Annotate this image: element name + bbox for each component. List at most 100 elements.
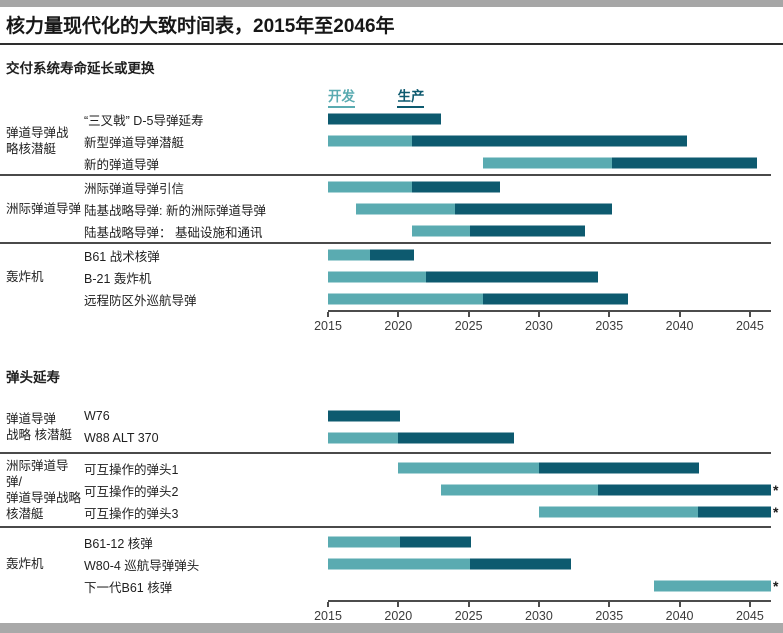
section-heading-warheads: 弹头延寿 [6,370,60,385]
timeline-row: 下一代B61 核弹 * [84,575,778,597]
axis-tick [467,602,470,607]
axis-tick [327,602,329,607]
axis-tick [678,602,681,607]
row-plot [328,220,771,242]
axis-row: 2015 2020 2025 2030 2035 2040 2045 [0,310,771,338]
development-bar [398,462,539,474]
axis-tick-label: 2020 [384,609,413,623]
development-bar [328,293,483,305]
row-label: 新型弹道导弹潜艇 [84,135,185,150]
axis-tick [397,602,400,607]
production-bar [598,484,771,496]
timeline-row: 可互操作的弹头2 * [84,479,778,501]
chart-delivery-systems: 交付系统寿命延长或更换 开发 生产 弹道导弹战 略核潜艇 “三叉戟” D-5导弹延… [0,57,783,338]
group-label: 洲际弹道导弹/ 弹道导弹战略 核潜艇 [6,458,82,522]
development-bar [440,484,598,496]
axis-tick-label: 2015 [314,319,342,333]
row-plot [328,266,771,288]
production-bar [412,135,687,147]
timeline-group: 洲际弹道导弹 洲际弹道导弹引信陆基战略导弹: 新的洲际弹道导弹 陆基战略导弹： 基础… [0,174,771,242]
legend-development-label: 开发 [328,85,355,108]
axis-tick [608,602,611,607]
axis-tick-label: 2030 [525,609,553,623]
development-bar [328,181,413,193]
row-label: 洲际弹道导弹引信 [84,181,185,196]
axis-tick [397,312,400,317]
timeline-row: W88 ALT 370 [84,427,771,449]
chart-warhead-extension: 弹头延寿 弹道导弹 战略 核潜艇 W76 W88 ALT 370 洲际弹道导弹/ 弹道… [0,366,783,628]
group-rows: 洲际弹道导弹引信陆基战略导弹: 新的洲际弹道导弹 陆基战略导弹： 基础设施和通讯 [84,176,771,242]
development-bar [356,203,455,215]
row-label: 陆基战略导弹： 基础设施和通讯 [84,225,263,240]
row-label: 远程防区外巡航导弹 [84,293,197,308]
production-bar [470,225,586,237]
production-bar [426,271,598,283]
axis-tick [678,312,681,317]
row-plot [328,176,771,198]
development-bar [328,271,427,283]
production-bar [412,181,500,193]
row-label: 陆基战略导弹: 新的洲际弹道导弹 [84,203,266,218]
row-label: W76 [84,409,110,423]
production-bar [697,506,771,518]
axis-tick-label: 2045 [735,319,764,333]
production-bar [328,410,400,422]
row-label: “三叉戟” D-5导弹延寿 [84,113,204,128]
timeline-row: 可互操作的弹头1 [84,457,771,479]
timeline-row: 陆基战略导弹： 基础设施和通讯 [84,220,771,242]
axis-tick [537,602,540,607]
row-plot: * [328,501,778,523]
row-plot [328,152,771,174]
axis-tick-label: 2035 [595,319,624,333]
timeline-row: 洲际弹道导弹引信 [84,176,771,198]
group-rows: 可互操作的弹头1 可互操作的弹头2 * 可互操作的弹头3 * [84,457,778,523]
title-rule [0,43,783,45]
row-plot [328,108,771,130]
timeline-row: W80-4 巡航导弹弹头 [84,553,771,575]
x-axis: 2015 2020 2025 2030 2035 2040 2045 [314,600,771,628]
timeline-row: B61-12 核弹 [84,531,771,553]
row-label: W80-4 巡航导弹弹头 [84,558,200,573]
group-label: 弹道导弹 战略 核潜艇 [6,411,72,442]
row-label: W88 ALT 370 [84,431,159,445]
axis-tick-label: 2035 [595,609,624,623]
legend-production-label: 生产 [397,85,425,108]
development-bar [328,135,413,147]
timeline-row: W76 [84,405,771,427]
development-bar [482,157,613,169]
row-plot [328,457,771,479]
timeline-row: B61 战术核弹 [84,244,771,266]
row-plot: * [328,575,778,597]
chart-groups: 弹道导弹战 略核潜艇 “三叉戟” D-5导弹延寿 新型弹道导弹潜艇 新的弹道导弹 洲际弹… [0,108,771,310]
page-title: 核力量现代化的大致时间表，2015年至2046年 [6,16,395,37]
production-bar [612,157,757,169]
row-plot [328,553,771,575]
development-bar [328,558,471,570]
row-plot [328,531,771,553]
row-plot [328,288,771,310]
axis-tick-label: 2025 [454,319,483,333]
row-label: 下一代B61 核弹 [84,580,173,595]
timeline-row: 可互操作的弹头3 * [84,501,778,523]
legend: 开发 生产 [328,85,783,108]
axis-tick [748,312,751,317]
group-label: 洲际弹道导弹 [6,201,82,216]
section-heading-delivery: 交付系统寿命延长或更换 [6,61,155,76]
axis-row: 2015 2020 2025 2030 2035 2040 2045 [0,600,771,628]
timeline-group: 轰炸机 B61-12 核弹 W80-4 巡航导弹弹头 下一代B61 核弹 * [0,526,778,600]
production-bar [538,462,700,474]
development-bar [654,580,771,592]
group-rows: “三叉戟” D-5导弹延寿 新型弹道导弹潜艇 新的弹道导弹 [84,108,771,174]
row-label: 可互操作的弹头3 [84,506,179,521]
axis-tick-label: 2015 [314,609,342,623]
row-label: B-21 轰炸机 [84,271,152,286]
axis-tick-label: 2025 [454,609,483,623]
timeline-row: “三叉戟” D-5导弹延寿 [84,108,771,130]
development-bar [328,536,400,548]
row-plot [328,130,771,152]
timeline-group: 洲际弹道导弹/ 弹道导弹战略 核潜艇 可互操作的弹头1 可互操作的弹头2 * 可互操作的… [0,452,778,526]
development-bar [328,249,371,261]
production-bar [470,558,572,570]
timeline-row: 新型弹道导弹潜艇 [84,130,771,152]
